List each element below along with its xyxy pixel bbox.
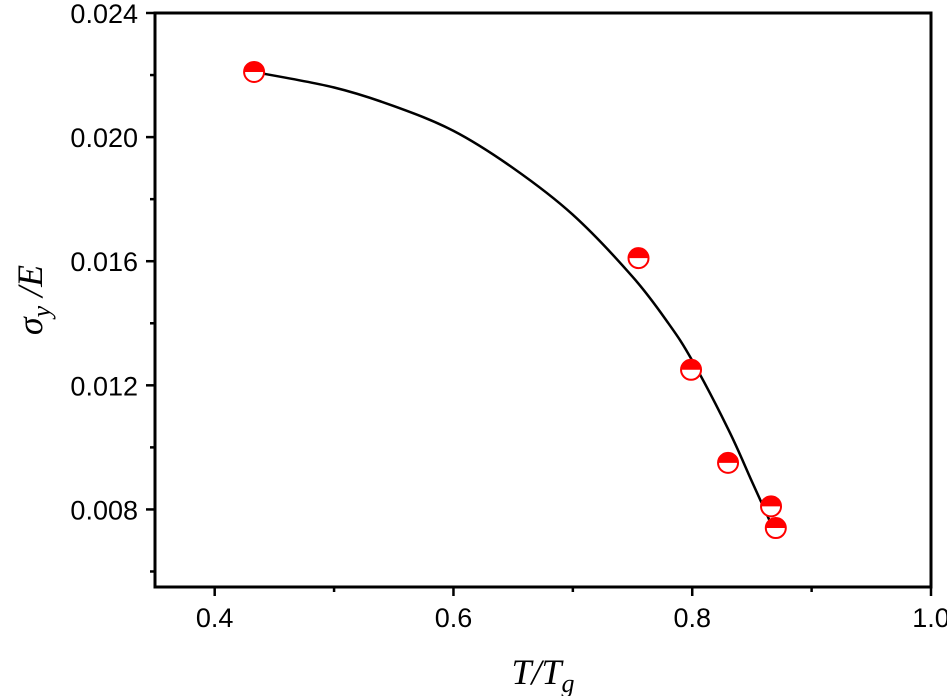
data-point xyxy=(627,247,650,270)
data-markers xyxy=(243,60,787,540)
data-point xyxy=(764,517,787,540)
x-axis-title-main: T/T xyxy=(511,652,564,692)
data-point xyxy=(717,451,740,474)
y-tick-label: 0.008 xyxy=(70,495,138,525)
data-point xyxy=(680,358,703,381)
y-axis-title: σy /E xyxy=(10,265,56,335)
x-tick-labels: 0.4 0.6 0.8 1.0 xyxy=(196,603,947,633)
y-axis-title-main: σ xyxy=(10,316,50,335)
y-axis-title-sub: y xyxy=(27,305,56,320)
x-axis-title-sub: g xyxy=(562,669,575,696)
x-tick-label: 1.0 xyxy=(912,603,947,633)
data-point xyxy=(760,495,783,518)
x-tick-label: 0.4 xyxy=(196,603,234,633)
y-tick-label: 0.024 xyxy=(70,0,138,29)
y-tick-label: 0.012 xyxy=(70,371,138,401)
y-tick-label: 0.016 xyxy=(70,247,138,277)
x-tick-label: 0.8 xyxy=(673,603,711,633)
x-tick-label: 0.6 xyxy=(435,603,473,633)
plot-frame xyxy=(153,11,933,589)
y-axis-title-suffix: /E xyxy=(10,265,50,306)
data-point xyxy=(243,60,266,83)
y-tick-label: 0.020 xyxy=(70,123,138,153)
fit-curve xyxy=(253,70,777,535)
y-tick-labels: 0.008 0.012 0.016 0.020 0.024 xyxy=(70,0,138,525)
axis-ticks xyxy=(146,11,933,596)
x-axis-title: T/Tg xyxy=(511,652,574,696)
